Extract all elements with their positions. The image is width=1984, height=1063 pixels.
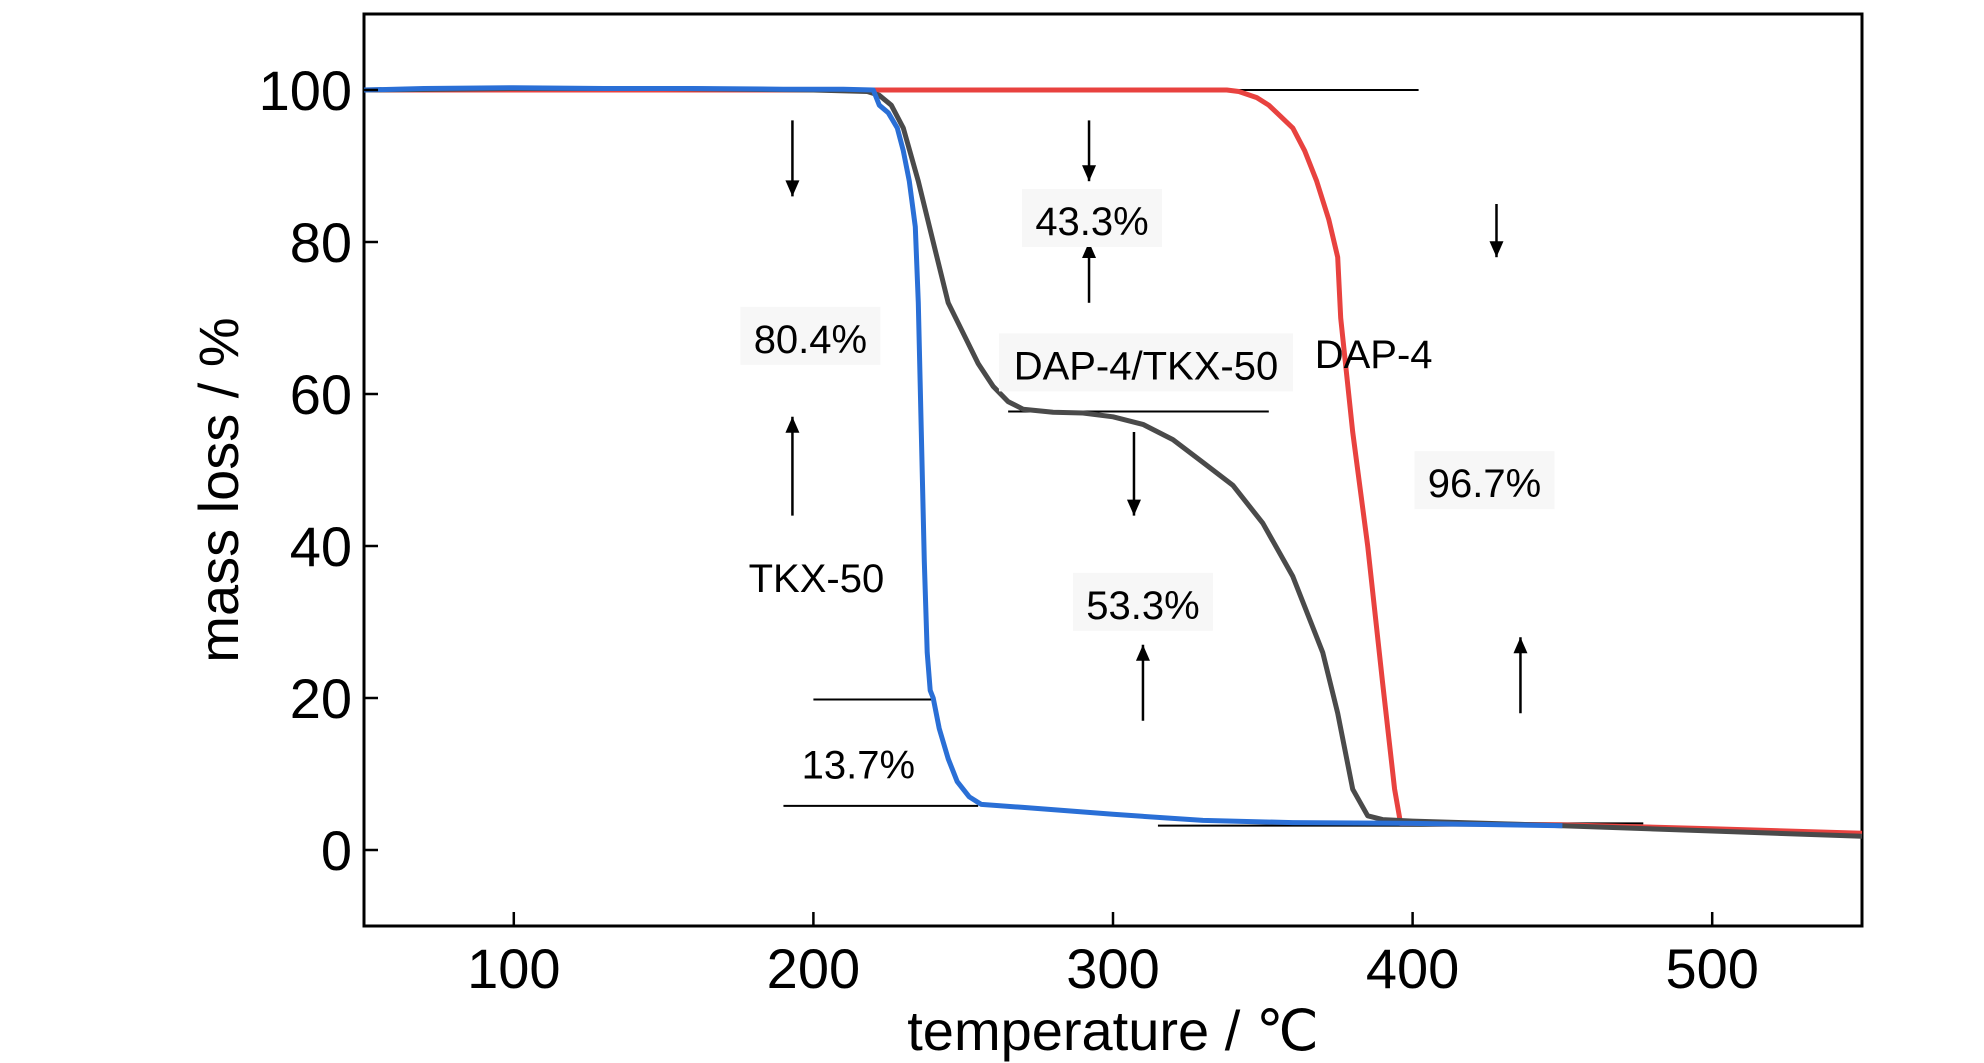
arrow-2 — [1082, 120, 1097, 182]
x-ticks: 100 200 300 400 500 — [467, 912, 1759, 1000]
series-line-tkx-50 — [363, 85, 1563, 829]
annotation-text-1: 43.3% — [1035, 200, 1148, 244]
annotation-1: 43.3% — [1022, 189, 1163, 247]
annotation-text-4: 96.7% — [1428, 462, 1541, 506]
y-tick-label-0: 0 — [321, 819, 352, 882]
arrow-3 — [1082, 242, 1097, 303]
x-tick-label-100: 100 — [467, 937, 560, 1000]
y-tick-label-20: 20 — [290, 667, 352, 730]
arrow-7 — [1513, 637, 1528, 714]
arrow-6 — [1489, 204, 1504, 258]
annotation-text-3: DAP-4 — [1315, 333, 1433, 377]
annotation-text-7: 13.7% — [802, 743, 915, 787]
annotation-4: 96.7% — [1414, 451, 1555, 510]
annotation-6: 53.3% — [1072, 572, 1213, 631]
annotation-3: DAP-4 — [1315, 333, 1433, 377]
annotation-0: 80.4% — [740, 306, 881, 365]
x-tick-label-300: 300 — [1066, 937, 1159, 1000]
arrow-1 — [785, 416, 800, 516]
y-tick-label-60: 60 — [290, 363, 352, 426]
series-line-dap-4 — [364, 87, 1863, 836]
arrows-group — [785, 120, 1528, 721]
annotation-text-2: DAP-4/TKX-50 — [1014, 344, 1279, 388]
annotation-text-5: TKX-50 — [749, 557, 885, 601]
x-tick-label-400: 400 — [1366, 937, 1459, 1000]
annotation-5: TKX-50 — [749, 557, 885, 601]
series-line-dap-4-tkx-50 — [363, 86, 1863, 839]
y-tick-label-100: 100 — [259, 59, 352, 122]
y-ticks: 0 20 40 60 80 100 — [259, 59, 378, 882]
y-tick-label-80: 80 — [290, 211, 352, 274]
y-axis-title: mass loss / % — [187, 317, 250, 662]
arrow-5 — [1135, 644, 1150, 721]
annotation-text-0: 80.4% — [754, 318, 867, 362]
x-tick-label-500: 500 — [1665, 937, 1758, 1000]
plot-frame — [362, 12, 1864, 928]
annotations-group: 80.4% 43.3% DAP-4/TKX-50 DAP-4 96.7% TKX-50 53… — [740, 189, 1555, 787]
annotation-2: DAP-4/TKX-50 — [998, 333, 1293, 392]
x-axis-title: temperature / ℃ — [907, 999, 1319, 1062]
x-tick-label-200: 200 — [767, 937, 860, 1000]
plot-area — [362, 12, 1864, 928]
annotation-text-6: 53.3% — [1086, 584, 1199, 628]
arrow-0 — [785, 120, 800, 197]
annotation-7: 13.7% — [802, 743, 915, 787]
y-tick-label-40: 40 — [290, 515, 352, 578]
series-group — [363, 85, 1863, 839]
arrow-4 — [1126, 432, 1141, 516]
